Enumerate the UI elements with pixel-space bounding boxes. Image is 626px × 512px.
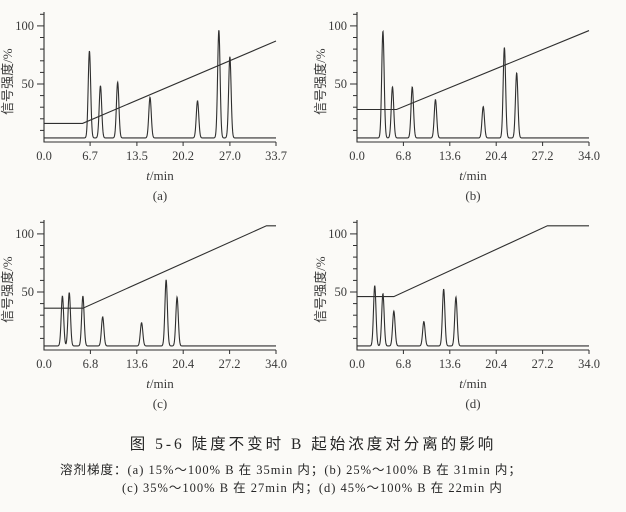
- figure-caption: 图 5-6 陡度不变时 B 起始浓度对分离的影响: [129, 436, 497, 453]
- x-tick-label: 6.7: [82, 149, 98, 163]
- gradient-profile-line: [44, 225, 276, 309]
- note-prefix: 溶剂梯度：: [60, 463, 128, 477]
- subplot-c: 50 100 0.0 6.8 13.6 20.4 27.2 34.0 t/min (c) 信号强度/…: [0, 210, 313, 418]
- x-tick-label: 13.6: [439, 357, 461, 371]
- subplot-b: 50 100 0.0 6.8 13.6 20.4 27.2 34.0 t/min (b) 信号强度/…: [313, 2, 626, 210]
- x-axis-label: t/min: [459, 168, 487, 183]
- axes: [356, 12, 589, 143]
- x-tick-label: 27.2: [219, 357, 241, 371]
- panel-label: (b): [465, 188, 480, 203]
- x-tick-label: 20.4: [485, 149, 508, 163]
- y-axis-label: 信号强度/%: [313, 48, 328, 115]
- x-tick-label: 20.4: [172, 357, 195, 371]
- x-tick-label: 20.4: [485, 357, 508, 371]
- gradient-profile-line: [357, 225, 589, 298]
- subplot-a: 50 100 0.0 6.7 13.5 20.2 27.0 33.7 t/min (a) 信号强度/…: [0, 2, 313, 210]
- y-axis-label: 信号强度/%: [313, 256, 328, 323]
- y-tick-label: 50: [22, 77, 35, 91]
- gradient-profile-line: [357, 30, 590, 111]
- axes: [356, 220, 589, 351]
- figure-note: 溶剂梯度：(a) 15%～100% B 在 35min 内；(b) 25%～10…: [0, 461, 626, 497]
- y-axis-label: 信号强度/%: [0, 256, 15, 323]
- x-tick-label: 0.0: [349, 357, 365, 371]
- y-tick-label: 50: [335, 77, 348, 91]
- x-axis-label: t/min: [459, 376, 487, 391]
- x-tick-label: 34.0: [265, 357, 287, 371]
- chromatogram-trace: [44, 279, 276, 347]
- x-tick-label: 34.0: [578, 357, 600, 371]
- x-tick-label: 13.6: [439, 149, 461, 163]
- x-tick-label: 27.2: [532, 149, 554, 163]
- note-line-2: (c) 35%～100% B 在 27min 内；(d) 45%～100% B …: [0, 479, 626, 497]
- y-tick-label: 100: [328, 19, 347, 33]
- x-tick-label: 20.2: [172, 149, 194, 163]
- x-tick-label: 6.8: [396, 149, 412, 163]
- note-gradients-ab: (a) 15%～100% B 在 35min 内；(b) 25%～100% B …: [127, 463, 522, 477]
- chromatogram-panel-c: 50 100 0.0 6.8 13.6 20.4 27.2 34.0 t/min (c) 信号强度/…: [0, 220, 287, 411]
- x-tick-label: 0.0: [36, 149, 52, 163]
- subplot-d: 50 100 0.0 6.8 13.6 20.4 27.2 34.0 t/min (d) 信号强度/…: [313, 210, 626, 418]
- panel-label: (a): [153, 188, 167, 203]
- x-tick-label: 6.8: [83, 357, 99, 371]
- x-axis-label: t/min: [146, 168, 174, 183]
- axes: [43, 12, 276, 143]
- y-tick-label: 50: [335, 285, 348, 299]
- x-tick-label: 13.5: [126, 149, 148, 163]
- y-axis-label: 信号强度/%: [0, 48, 15, 115]
- x-tick-label: 0.0: [36, 357, 52, 371]
- gradient-profile-line: [44, 40, 277, 124]
- chromatogram-trace: [44, 30, 276, 139]
- x-tick-label: 27.0: [219, 149, 241, 163]
- note-line-1: 溶剂梯度：(a) 15%～100% B 在 35min 内；(b) 25%～10…: [0, 461, 626, 479]
- axes: [43, 220, 276, 351]
- panel-label: (c): [153, 396, 167, 411]
- chromatogram-grid: 50 100 0.0 6.7 13.5 20.2 27.0 33.7 t/min (a) 信号强度/…: [0, 2, 626, 418]
- y-tick-label: 100: [15, 19, 34, 33]
- chromatogram-trace: [357, 285, 589, 347]
- y-tick-label: 100: [328, 227, 347, 241]
- chromatogram-panel-b: 50 100 0.0 6.8 13.6 20.4 27.2 34.0 t/min (b) 信号强度/…: [313, 12, 600, 203]
- note-gradients-cd: (c) 35%～100% B 在 27min 内；(d) 45%～100% B …: [122, 481, 503, 496]
- y-tick-label: 100: [15, 227, 34, 241]
- chromatogram-panel-a: 50 100 0.0 6.7 13.5 20.2 27.0 33.7 t/min (a) 信号强度/…: [0, 12, 287, 203]
- panel-label: (d): [465, 396, 480, 411]
- x-tick-label: 6.8: [396, 357, 412, 371]
- x-tick-label: 34.0: [578, 149, 600, 163]
- x-tick-label: 0.0: [349, 149, 365, 163]
- chromatogram-trace: [357, 29, 589, 139]
- x-tick-label: 13.6: [126, 357, 148, 371]
- y-tick-label: 50: [22, 285, 35, 299]
- chromatogram-panel-d: 50 100 0.0 6.8 13.6 20.4 27.2 34.0 t/min (d) 信号强度/…: [313, 220, 600, 411]
- x-tick-label: 27.2: [532, 357, 554, 371]
- x-tick-label: 33.7: [265, 149, 287, 163]
- x-axis-label: t/min: [146, 376, 174, 391]
